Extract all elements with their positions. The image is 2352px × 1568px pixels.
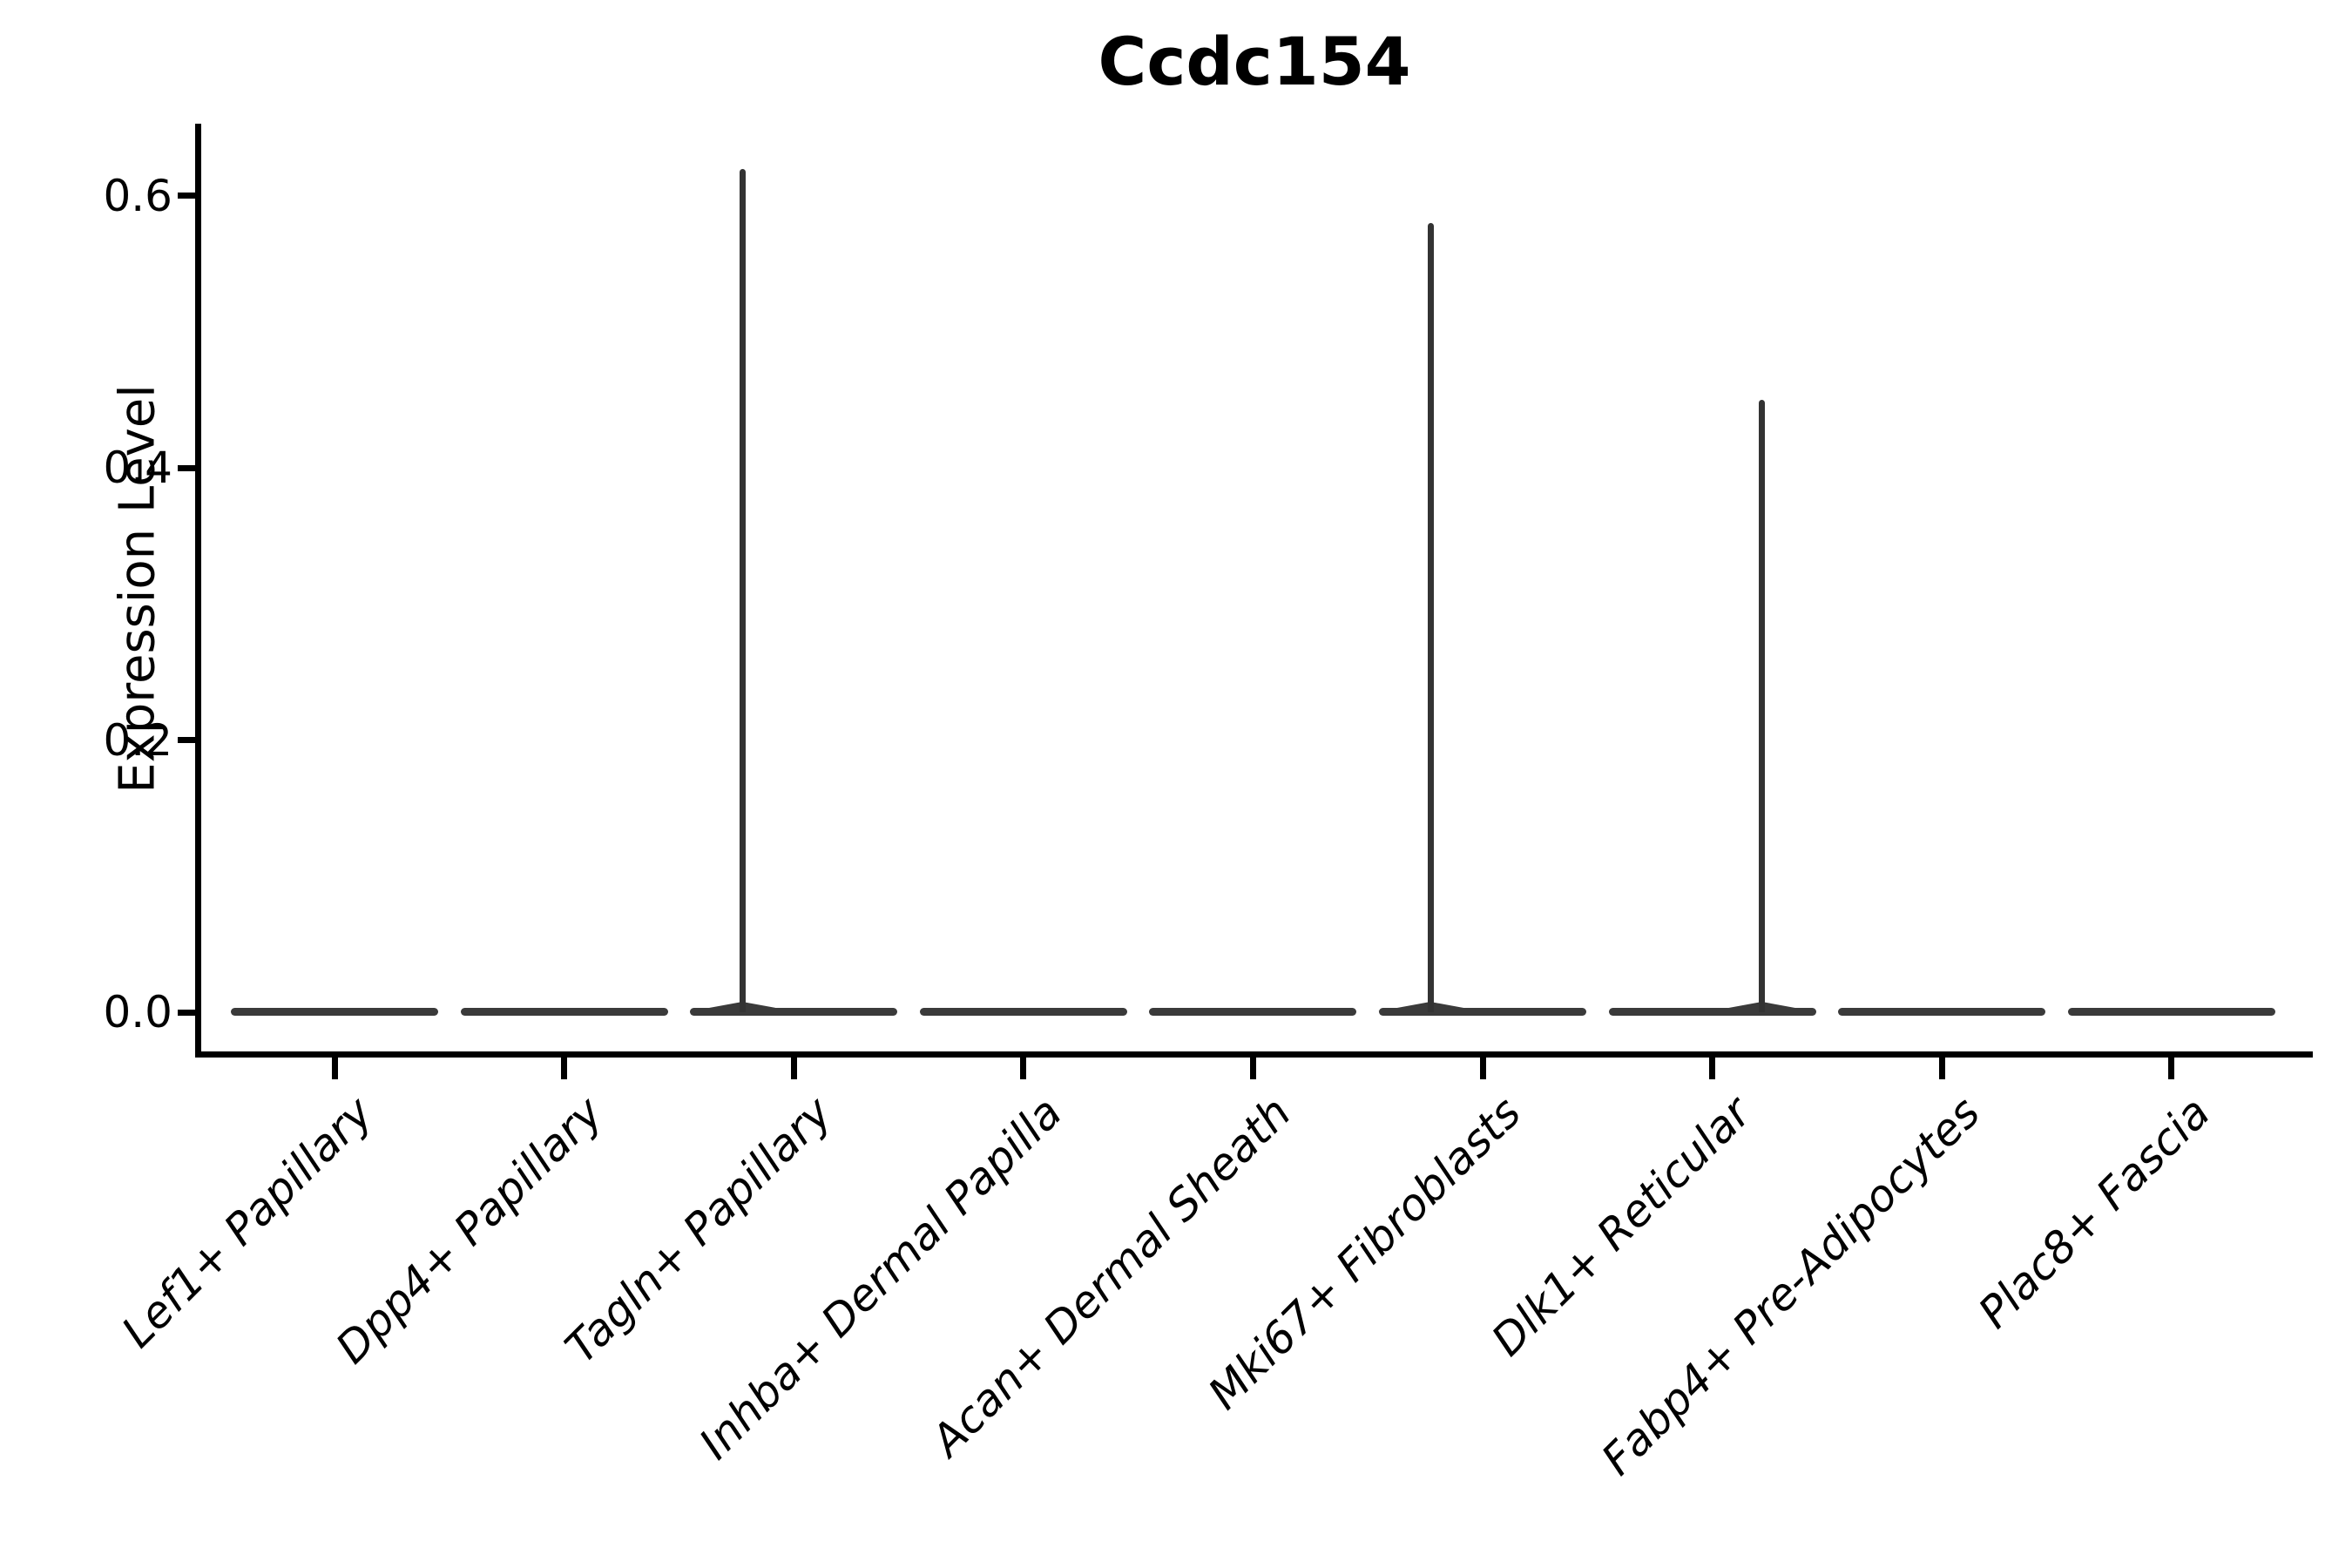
violin-body <box>1379 1008 1586 1016</box>
y-tick-mark <box>178 193 196 199</box>
violin-body <box>1838 1008 2046 1016</box>
x-axis-line <box>195 1051 2313 1058</box>
x-tick-mark <box>561 1058 568 1079</box>
chart-title: Ccdc154 <box>1098 23 1411 100</box>
x-tick-label-text: Plac8+ Fascia <box>1968 1087 2220 1338</box>
x-tick-mark <box>1020 1058 1027 1079</box>
violin-body <box>1149 1008 1357 1016</box>
x-tick-mark <box>790 1058 797 1079</box>
violin-body <box>460 1008 668 1016</box>
violin-body <box>231 1008 438 1016</box>
y-tick-label: 0.4 <box>103 443 172 494</box>
violin-body <box>919 1008 1127 1016</box>
y-tick-label: 0.6 <box>103 170 172 221</box>
violin-spike <box>1427 223 1434 1012</box>
violin-body <box>690 1008 898 1016</box>
violin-body <box>1608 1008 1816 1016</box>
x-tick-label-text: Fabp4+ Pre-Adipocytes <box>1592 1087 1990 1485</box>
y-tick-label: 0.0 <box>103 987 172 1037</box>
violin-spike <box>739 168 746 1012</box>
y-tick-mark <box>178 464 196 471</box>
y-tick-mark <box>178 737 196 744</box>
x-tick-mark <box>1938 1058 1945 1079</box>
x-tick-mark <box>1249 1058 1256 1079</box>
violin-body <box>2067 1008 2275 1016</box>
x-tick-mark <box>1709 1058 1716 1079</box>
y-axis-line <box>195 124 201 1058</box>
violin-spike <box>1759 400 1766 1012</box>
x-tick-mark <box>2168 1058 2175 1079</box>
y-tick-mark <box>178 1009 196 1016</box>
x-tick-mark <box>1479 1058 1486 1079</box>
y-tick-label: 0.2 <box>103 714 172 766</box>
x-tick-label-text: Lef1+ Papillary <box>112 1087 383 1358</box>
x-tick-mark <box>331 1058 338 1079</box>
x-tick-label-text: Inhba+ Dermal Papilla <box>689 1087 1071 1470</box>
